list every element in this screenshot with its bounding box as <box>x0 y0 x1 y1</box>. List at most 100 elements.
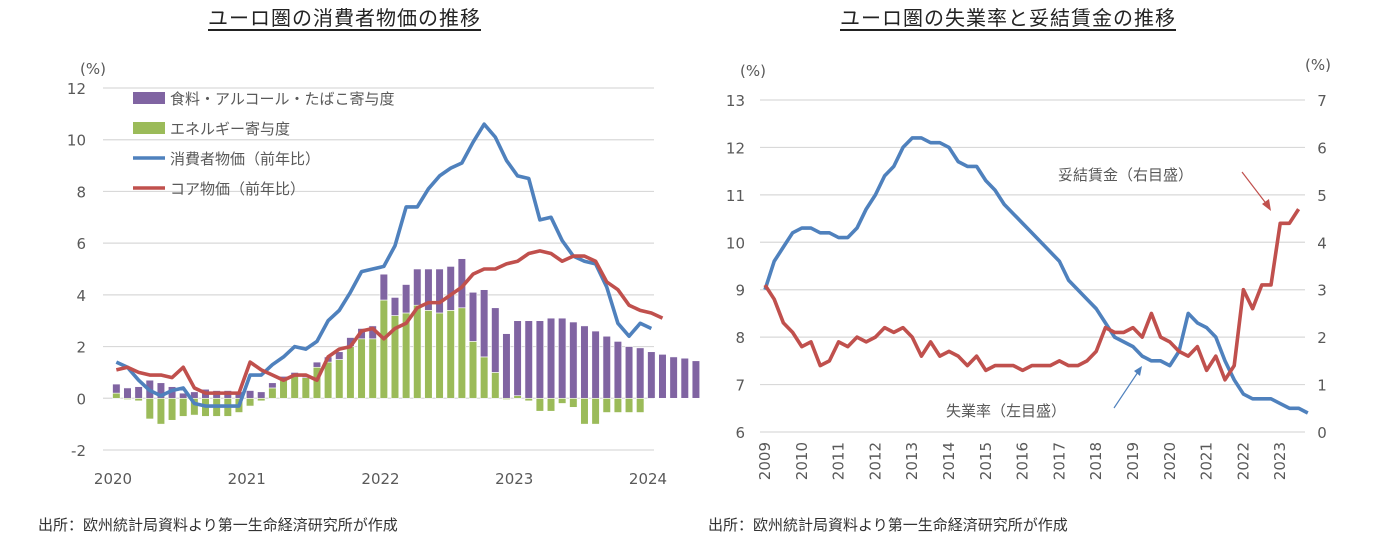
food-bar <box>257 391 266 399</box>
left-y-tick-label: 13 <box>726 92 745 110</box>
legend-label: エネルギー寄与度 <box>170 120 290 138</box>
energy-bar <box>346 346 355 399</box>
food-bar <box>535 320 544 399</box>
food-bar <box>390 297 400 316</box>
x-tick-label: 2013 <box>903 442 921 480</box>
energy-bar <box>279 379 288 399</box>
food-bar <box>658 354 667 399</box>
x-tick-label: 2010 <box>793 442 811 480</box>
energy-bar <box>145 397 154 420</box>
food-bar <box>245 390 255 399</box>
energy-bar <box>624 397 634 413</box>
x-tick-label: 2021 <box>228 470 266 488</box>
energy-bar <box>591 397 600 425</box>
food-bar <box>591 330 600 399</box>
energy-bar <box>301 377 310 399</box>
food-bar <box>268 382 277 389</box>
left-source-note: 出所：欧州統計局資料より第一生命経済研究所が作成 <box>38 516 398 534</box>
energy-bar <box>457 307 466 399</box>
energy-bar <box>602 397 611 413</box>
line-series <box>115 122 653 408</box>
energy-bar <box>179 397 188 417</box>
y-tick-label: 2 <box>76 339 86 357</box>
energy-bar <box>480 356 489 399</box>
right-chart-right-y-unit: (%) <box>1305 56 1331 74</box>
food-bar <box>112 383 121 394</box>
energy-bar <box>636 397 645 413</box>
food-bar <box>691 360 700 399</box>
line-series <box>763 136 1309 415</box>
energy-bar <box>156 397 166 425</box>
x-tick-label: 2020 <box>94 470 132 488</box>
food-bar <box>669 356 678 399</box>
left-y-tick-label: 10 <box>726 234 745 252</box>
food-bar <box>602 335 611 399</box>
right-chart-title: ユーロ圏の失業率と妥結賃金の推移 <box>840 6 1176 30</box>
x-tick-label: 2024 <box>629 470 667 488</box>
energy-bar <box>558 397 567 404</box>
unemployment-annotation-arrow <box>1113 371 1139 409</box>
x-tick-label: 2016 <box>1014 442 1032 480</box>
energy-bar <box>424 310 433 399</box>
x-tick-label: 2022 <box>1234 442 1252 480</box>
food-bar <box>123 387 132 399</box>
energy-bar <box>413 304 422 399</box>
food-bar <box>402 284 411 314</box>
right-y-tick-label: 2 <box>1317 329 1327 347</box>
right-y-tick-label: 4 <box>1317 234 1327 252</box>
food-bar <box>468 291 478 342</box>
legend-swatch <box>133 92 165 104</box>
energy-bar <box>324 361 333 399</box>
right-y-tick-label: 0 <box>1317 424 1327 442</box>
energy-bar <box>368 338 377 399</box>
cpi-chart: 12 10 8 6 4 2 0 -2 2020 2021 2022 2023 2024 (%) 食料・… <box>67 60 700 488</box>
y-tick-label: 0 <box>76 390 86 408</box>
y-tick-label: 8 <box>76 183 86 201</box>
food-bar <box>580 325 589 399</box>
y-tick-label: 4 <box>76 287 86 305</box>
x-tick-label: 2023 <box>1271 442 1289 480</box>
x-tick-label: 2009 <box>756 442 774 480</box>
energy-bar <box>167 397 177 421</box>
legend-label: 食料・アルコール・たばこ寄与度 <box>170 90 395 108</box>
energy-bar <box>268 387 277 399</box>
energy-bar <box>446 310 455 399</box>
left-y-tick-label: 6 <box>735 424 745 442</box>
food-bar <box>491 307 500 373</box>
right-chart-left-y-unit: (%) <box>740 62 766 80</box>
x-tick-label: 2022 <box>361 470 399 488</box>
food-bar <box>647 351 656 399</box>
left-y-tick-label: 12 <box>726 139 745 157</box>
energy-bar <box>524 397 533 402</box>
food-bar <box>335 351 344 360</box>
food-bar <box>134 386 143 399</box>
food-bar <box>379 273 388 301</box>
x-tick-label: 2014 <box>940 442 958 480</box>
x-tick-label: 2019 <box>1124 442 1142 480</box>
y-tick-label: -2 <box>71 442 86 460</box>
energy-bar <box>379 299 388 399</box>
food-bar <box>446 266 455 311</box>
right-source-note: 出所：欧州統計局資料より第一生命経済研究所が作成 <box>708 516 1068 534</box>
food-bar <box>312 361 322 368</box>
x-tick-label: 2018 <box>1087 442 1105 480</box>
line-series <box>763 208 1301 382</box>
energy-bar <box>468 341 478 399</box>
wage-annotation-arrow <box>1241 171 1269 207</box>
y-tick-label: 6 <box>76 235 86 253</box>
food-bar <box>502 333 511 399</box>
x-tick-label: 2017 <box>1050 442 1068 480</box>
left-y-unit: (%) <box>80 60 106 78</box>
food-bar <box>424 268 433 311</box>
food-bar <box>156 382 166 399</box>
energy-bar <box>435 312 444 399</box>
food-bar <box>636 347 645 399</box>
x-tick-label: 2012 <box>866 442 884 480</box>
x-tick-label: 2020 <box>1161 442 1179 480</box>
x-tick-label: 2011 <box>830 442 848 480</box>
line-series <box>115 249 664 395</box>
energy-bar <box>357 338 366 399</box>
energy-bar <box>513 395 522 399</box>
energy-bar <box>546 397 556 412</box>
